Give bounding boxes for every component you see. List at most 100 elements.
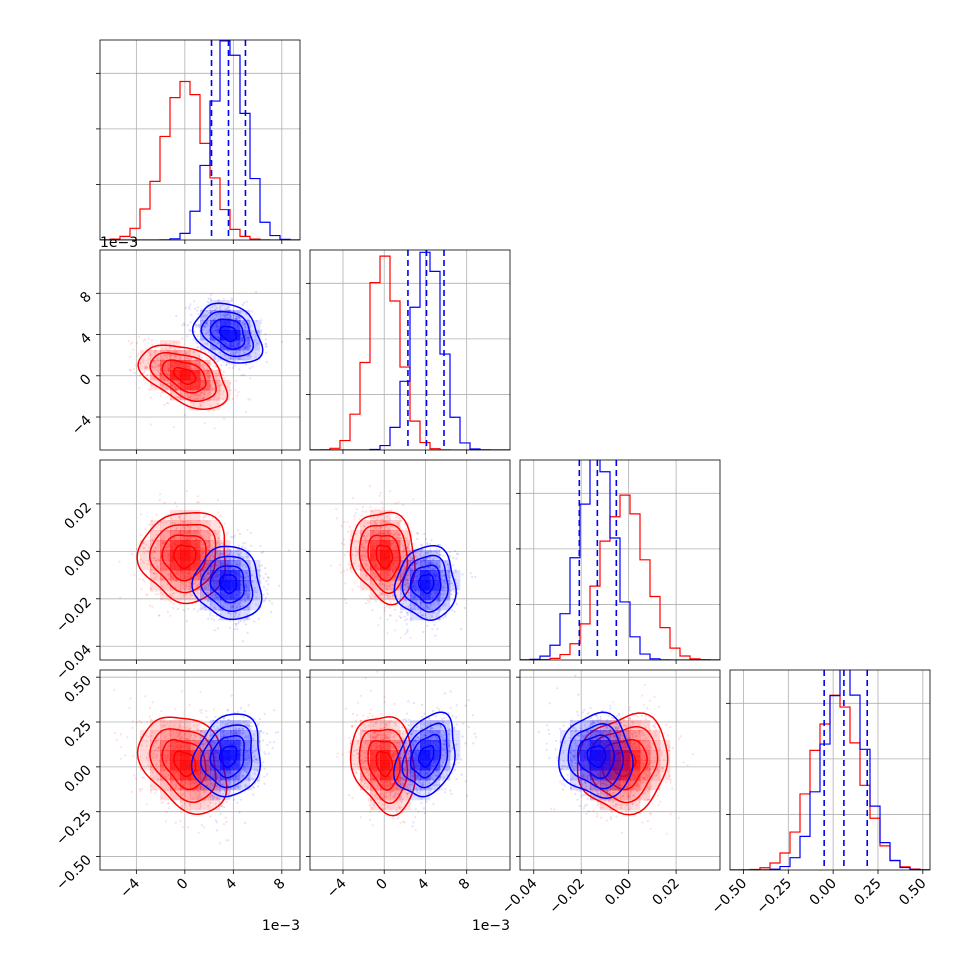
scatter-point (202, 401, 205, 404)
scatter-point (388, 517, 392, 521)
scatter-point (141, 787, 144, 791)
contour-line (191, 545, 263, 621)
scatter-point (235, 351, 238, 354)
scatter-point (450, 582, 453, 585)
scatter-point (244, 555, 248, 558)
scatter-point (238, 353, 241, 356)
scatter-point (364, 541, 368, 544)
scatter-point (193, 608, 196, 611)
contour-line (218, 574, 238, 594)
scatter-point (249, 344, 252, 347)
scatter-point (215, 532, 218, 535)
scatter-point (210, 553, 213, 556)
scatter-point (438, 600, 441, 603)
scatter-point (420, 544, 424, 547)
scatter-point (244, 410, 247, 414)
scatter-point (208, 795, 211, 798)
scatter-point (210, 387, 213, 390)
scatter-point (256, 342, 259, 345)
scatter-point (150, 339, 154, 342)
scatter-point (153, 741, 156, 745)
density-cell (180, 560, 191, 571)
scatter-point (188, 328, 191, 331)
scatter-point (217, 373, 220, 376)
scatter-point (166, 770, 169, 774)
density-cell (150, 580, 161, 591)
scatter-point (348, 567, 351, 570)
density-cell (190, 510, 201, 521)
scatter-point (141, 578, 145, 581)
scatter-point (425, 552, 428, 555)
scatter-point (351, 496, 355, 499)
scatter-point (202, 516, 205, 519)
density-cell (230, 550, 241, 561)
scatter-point (186, 809, 189, 812)
scatter-point (190, 594, 193, 597)
scatter-point (221, 373, 224, 377)
scatter-point (227, 611, 231, 615)
scatter-point (213, 309, 216, 312)
scatter-point (175, 314, 178, 318)
scatter-point (365, 510, 368, 513)
scatter-point (159, 520, 162, 524)
scatter-point (400, 528, 404, 531)
scatter-point (237, 613, 241, 616)
scatter-point (409, 607, 412, 610)
scatter-point (410, 617, 413, 620)
scatter-point (351, 588, 354, 591)
density-cell (240, 610, 251, 621)
scatter-point (236, 360, 239, 363)
scatter-point (204, 342, 207, 345)
scatter-point (183, 520, 186, 523)
scatter-point (244, 346, 247, 349)
scatter-point (430, 539, 433, 542)
scatter-point (366, 534, 369, 538)
scatter-point (194, 735, 198, 739)
density-cell (200, 580, 211, 591)
scatter-point (425, 557, 428, 561)
scatter-point (242, 320, 245, 323)
scatter-point (139, 361, 142, 364)
scatter-point (137, 336, 141, 339)
scatter-point (257, 617, 260, 620)
scatter-point (162, 383, 165, 386)
scatter-point (443, 574, 446, 577)
density-cell (160, 380, 171, 391)
scatter-point (169, 346, 172, 350)
scatter-point (217, 300, 220, 303)
scatter-point (196, 335, 199, 338)
scatter-point (247, 318, 250, 321)
scatter-point (167, 578, 170, 581)
scatter-point (204, 608, 207, 611)
scatter-point (452, 564, 455, 567)
scatter-point (210, 781, 213, 784)
scatter-point (396, 529, 399, 532)
scatter-point (163, 354, 166, 357)
scatter-point (201, 338, 204, 341)
scatter-point (406, 630, 409, 634)
density-cell (200, 560, 211, 571)
scatter-point (247, 354, 251, 357)
scatter-point (218, 351, 221, 354)
scatter-point (403, 550, 406, 553)
scatter-point (382, 520, 386, 523)
scatter-point (146, 757, 149, 760)
density-cell (210, 600, 221, 611)
scatter-point (426, 606, 429, 609)
histogram-steps (100, 40, 300, 240)
scatter-point (371, 609, 374, 612)
density-cell (200, 590, 211, 601)
scatter-point (378, 494, 381, 497)
scatter-point (175, 505, 178, 508)
scatter-point (439, 553, 442, 557)
scatter-point (169, 614, 172, 617)
scatter-point (404, 583, 407, 586)
scatter-point (173, 521, 176, 524)
scatter-point (463, 606, 466, 610)
density-cell (160, 570, 171, 581)
scatter-point (183, 350, 186, 353)
scatter-point (402, 567, 406, 570)
scatter-point (245, 592, 248, 595)
scatter-point (420, 613, 424, 616)
scatter-point (239, 311, 242, 314)
